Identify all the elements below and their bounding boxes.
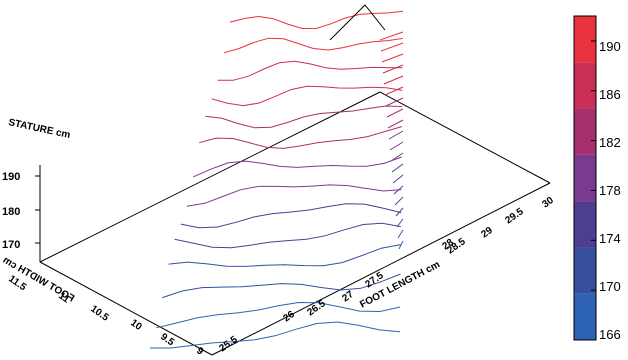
colorbar-segment-3 bbox=[574, 154, 596, 202]
colorbar-tick-178: 178 bbox=[599, 183, 621, 198]
side-line-8 bbox=[387, 119, 404, 129]
side-line-9 bbox=[388, 130, 404, 140]
z-tick-190: 190 bbox=[2, 171, 20, 183]
contour-182 bbox=[199, 126, 402, 149]
contour-lines bbox=[150, 4, 404, 349]
side-line-15 bbox=[394, 196, 404, 206]
front-bottom-edge bbox=[39, 261, 213, 356]
side-line-11 bbox=[390, 152, 404, 162]
front-right-edge bbox=[211, 182, 551, 356]
colorbar-tick-182: 182 bbox=[599, 135, 621, 150]
colorbar-segment-0 bbox=[574, 293, 596, 340]
y-tick-9: 9 bbox=[194, 345, 205, 357]
colorbar-tick-186: 186 bbox=[599, 87, 621, 102]
side-line-1 bbox=[380, 42, 404, 52]
contour-166 bbox=[150, 321, 401, 349]
colorbar-tick-170: 170 bbox=[599, 279, 621, 294]
side-line-0 bbox=[379, 31, 404, 41]
contour-174 bbox=[174, 222, 401, 249]
back-right-edge bbox=[379, 91, 551, 184]
contour-190 bbox=[223, 37, 403, 54]
colorbar-tick-190: 190 bbox=[599, 39, 621, 54]
contour-168 bbox=[156, 301, 401, 329]
contour-188 bbox=[217, 60, 403, 81]
x-tick-27: 27 bbox=[340, 289, 356, 305]
contour-176 bbox=[180, 203, 402, 229]
colorbar-tick-166: 166 bbox=[599, 327, 621, 342]
z-tick-180: 180 bbox=[2, 206, 20, 218]
contour-180 bbox=[192, 156, 402, 178]
back-left-edge bbox=[39, 91, 381, 263]
x-tick-26.5: 26.5 bbox=[305, 298, 328, 318]
colorbar-segment-6 bbox=[574, 16, 596, 63]
side-line-13 bbox=[392, 174, 404, 184]
side-line-16 bbox=[395, 207, 404, 217]
side-line-18 bbox=[397, 229, 404, 239]
colorbar-segment-1 bbox=[574, 247, 596, 294]
side-line-17 bbox=[396, 218, 404, 228]
colorbar-tick-174: 174 bbox=[599, 231, 621, 246]
side-line-2 bbox=[381, 53, 404, 63]
contour-192 bbox=[229, 10, 404, 30]
surface-top-edge bbox=[329, 4, 386, 41]
colorbar-segment-5 bbox=[574, 62, 596, 109]
tick-labels: 190 180 170 STATURE cm 11.5 11 10.5 10 9… bbox=[1, 117, 557, 358]
colorbar-frame bbox=[573, 15, 597, 341]
z-tick-170: 170 bbox=[2, 239, 20, 251]
contour-172 bbox=[168, 244, 401, 267]
x-tick-29: 29 bbox=[479, 225, 495, 241]
side-line-4 bbox=[383, 75, 404, 85]
colorbar-labels: 190 186 182 178 174 170 166 bbox=[599, 39, 621, 342]
side-line-14 bbox=[393, 185, 404, 195]
z-axis-label: STATURE cm bbox=[7, 117, 71, 141]
side-line-6 bbox=[385, 97, 404, 107]
x-tick-29.5: 29.5 bbox=[503, 206, 526, 226]
contour-178 bbox=[186, 184, 402, 207]
side-line-7 bbox=[386, 108, 404, 118]
y-tick-10: 10 bbox=[128, 317, 144, 333]
side-line-19 bbox=[398, 240, 404, 250]
x-tick-25.5: 25.5 bbox=[217, 334, 240, 354]
contour-184 bbox=[205, 105, 403, 129]
axes bbox=[35, 91, 551, 356]
side-line-10 bbox=[389, 141, 404, 151]
side-line-5 bbox=[384, 86, 404, 96]
y-tick-10.5: 10.5 bbox=[88, 303, 111, 323]
contour-170 bbox=[162, 273, 401, 299]
x-tick-26: 26 bbox=[281, 309, 297, 325]
colorbar-segment-4 bbox=[574, 108, 596, 155]
colorbar-segment-2 bbox=[574, 201, 596, 248]
colorbar bbox=[573, 15, 597, 341]
side-line-12 bbox=[391, 163, 404, 173]
side-line-3 bbox=[382, 64, 404, 74]
x-tick-30: 30 bbox=[540, 195, 556, 211]
contour-186 bbox=[211, 85, 403, 107]
